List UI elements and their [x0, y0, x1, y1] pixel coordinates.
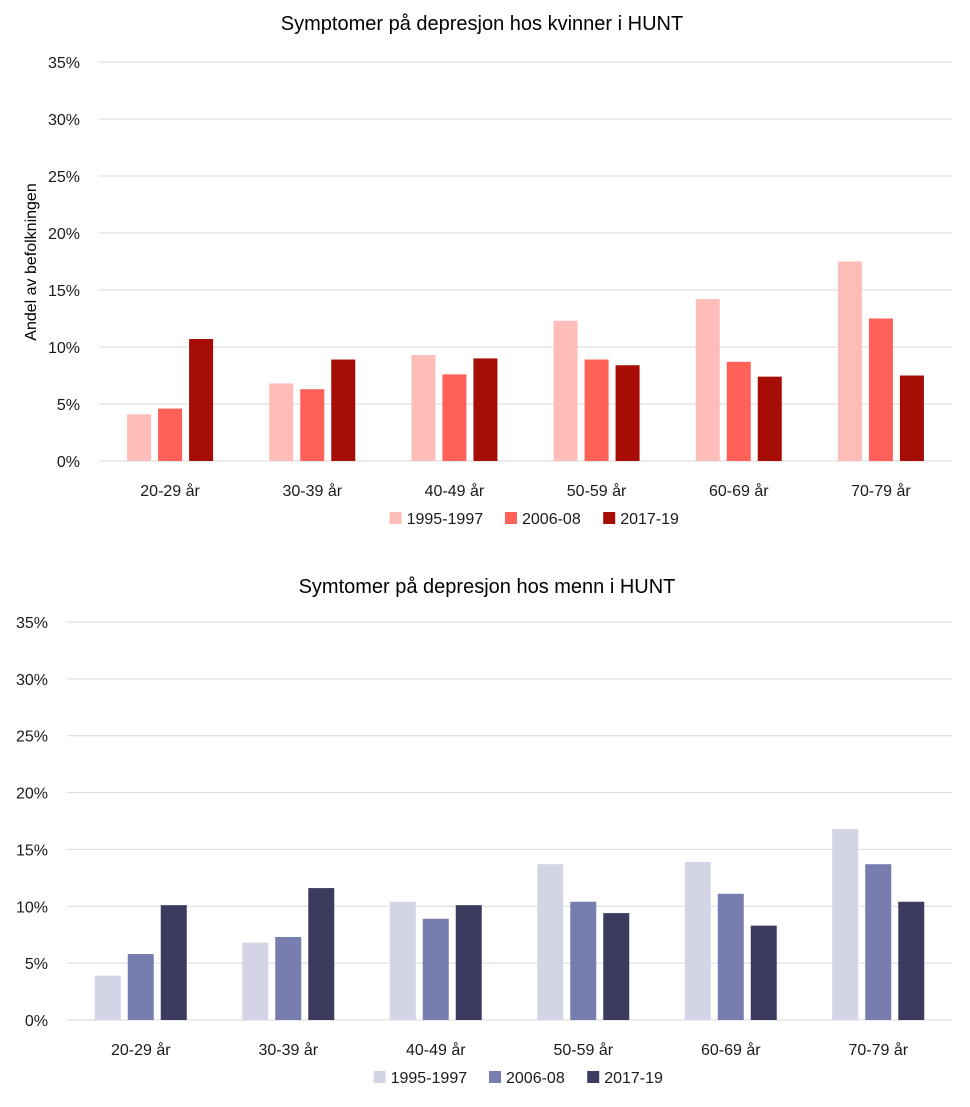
bar [537, 864, 564, 1020]
bar [570, 901, 597, 1020]
legend-swatch [373, 1071, 386, 1083]
bar [757, 376, 782, 461]
bar [695, 299, 720, 461]
y-tick-label: 20% [16, 786, 48, 803]
x-category-label: 60-69 år [709, 482, 769, 500]
bars [94, 828, 925, 1020]
legend: 1995-1997 2006-08 2017-19 [373, 1070, 663, 1087]
y-tick-label: 0% [57, 454, 80, 471]
bar [899, 375, 924, 461]
y-tick-label: 5% [57, 397, 80, 414]
y-tick-label: 5% [25, 956, 48, 973]
gridlines [99, 61, 952, 462]
bar [442, 374, 467, 461]
bar [127, 954, 154, 1020]
bar [422, 918, 449, 1020]
y-tick-label: 25% [48, 169, 80, 186]
bar [837, 261, 862, 461]
bar [160, 905, 187, 1020]
bars [127, 261, 924, 461]
x-axis-categories: 20-29 år 30-39 år 40-49 år 50-59 år 60-69 år… [140, 482, 911, 500]
bar [750, 925, 777, 1020]
x-axis-categories: 20-29 år 30-39 år 40-49 år 50-59 år 60-69 år… [111, 1041, 909, 1059]
x-category-label: 50-59 år [567, 482, 627, 500]
legend-swatch [587, 1071, 600, 1083]
x-category-label: 60-69 år [701, 1041, 761, 1059]
x-category-label: 70-79 år [851, 482, 911, 500]
bar [94, 975, 121, 1020]
chart-title: Symtomer på depresjon hos menn i HUNT [299, 576, 676, 598]
x-category-label: 40-49 år [406, 1041, 466, 1059]
legend-label: 2006-08 [506, 1070, 565, 1087]
bar [275, 936, 302, 1020]
bar [553, 320, 578, 461]
legend-label: 2006-08 [522, 511, 581, 528]
bar [300, 389, 325, 461]
legend-label: 1995-1997 [407, 511, 484, 528]
y-tick-label: 20% [48, 226, 80, 243]
chart-women: Symptomer på depresjon hos kvinner i HUN… [23, 13, 952, 528]
y-tick-label: 35% [48, 55, 80, 72]
y-axis-label: Andel av befolkningen [23, 183, 40, 340]
bar [584, 359, 609, 461]
bar [684, 861, 711, 1020]
legend-label: 2017-19 [604, 1070, 663, 1087]
x-category-label: 20-29 år [140, 482, 200, 500]
legend-label: 1995-1997 [391, 1070, 468, 1087]
chart-title: Symptomer på depresjon hos kvinner i HUN… [281, 13, 683, 35]
legend-item: 2006-08 [505, 511, 581, 528]
bar [455, 905, 482, 1020]
legend-swatch [603, 512, 616, 524]
legend-item: 1995-1997 [373, 1070, 468, 1087]
legend-item: 2017-19 [603, 511, 679, 528]
legend-swatch [489, 1071, 501, 1083]
legend-swatch [505, 512, 517, 524]
chart-men: Symtomer på depresjon hos menn i HUNT 0%… [16, 576, 952, 1087]
y-tick-label: 0% [25, 1013, 48, 1030]
x-category-label: 70-79 år [848, 1041, 908, 1059]
y-axis-ticks: 0% 5% 10% 15% 20% 25% 30% 35% [16, 615, 48, 1030]
bar [331, 359, 356, 461]
bar [717, 893, 744, 1020]
y-tick-label: 15% [48, 283, 80, 300]
bar [127, 414, 152, 461]
x-category-label: 30-39 år [282, 482, 342, 500]
y-tick-label: 10% [16, 899, 48, 916]
legend: 1995-1997 2006-08 2017-19 [389, 511, 679, 528]
x-category-label: 20-29 år [111, 1041, 171, 1059]
legend-item: 1995-1997 [389, 511, 484, 528]
bar [242, 942, 269, 1020]
bar [868, 318, 893, 461]
y-tick-label: 30% [48, 112, 80, 129]
bar [411, 354, 436, 461]
x-category-label: 50-59 år [553, 1041, 613, 1059]
bar [269, 383, 294, 461]
x-category-label: 40-49 år [425, 482, 485, 500]
bar [473, 358, 498, 461]
bar [898, 901, 925, 1020]
bar [189, 339, 214, 461]
legend-label: 2017-19 [620, 511, 679, 528]
gridlines [67, 621, 952, 1021]
bar [389, 901, 416, 1020]
bar [832, 828, 859, 1020]
legend-swatch [389, 512, 402, 524]
y-axis-ticks: 0% 5% 10% 15% 20% 25% 30% 35% [48, 55, 80, 471]
bar [308, 888, 335, 1020]
x-category-label: 30-39 år [258, 1041, 318, 1059]
bar [865, 864, 892, 1020]
bar [158, 408, 183, 461]
legend-item: 2017-19 [587, 1070, 663, 1087]
y-tick-label: 30% [16, 672, 48, 689]
y-tick-label: 15% [16, 842, 48, 859]
y-tick-label: 25% [16, 729, 48, 746]
legend-item: 2006-08 [489, 1070, 565, 1087]
bar [726, 361, 751, 461]
bar [615, 365, 640, 461]
bar [603, 913, 630, 1020]
y-tick-label: 35% [16, 615, 48, 632]
y-tick-label: 10% [48, 340, 80, 357]
